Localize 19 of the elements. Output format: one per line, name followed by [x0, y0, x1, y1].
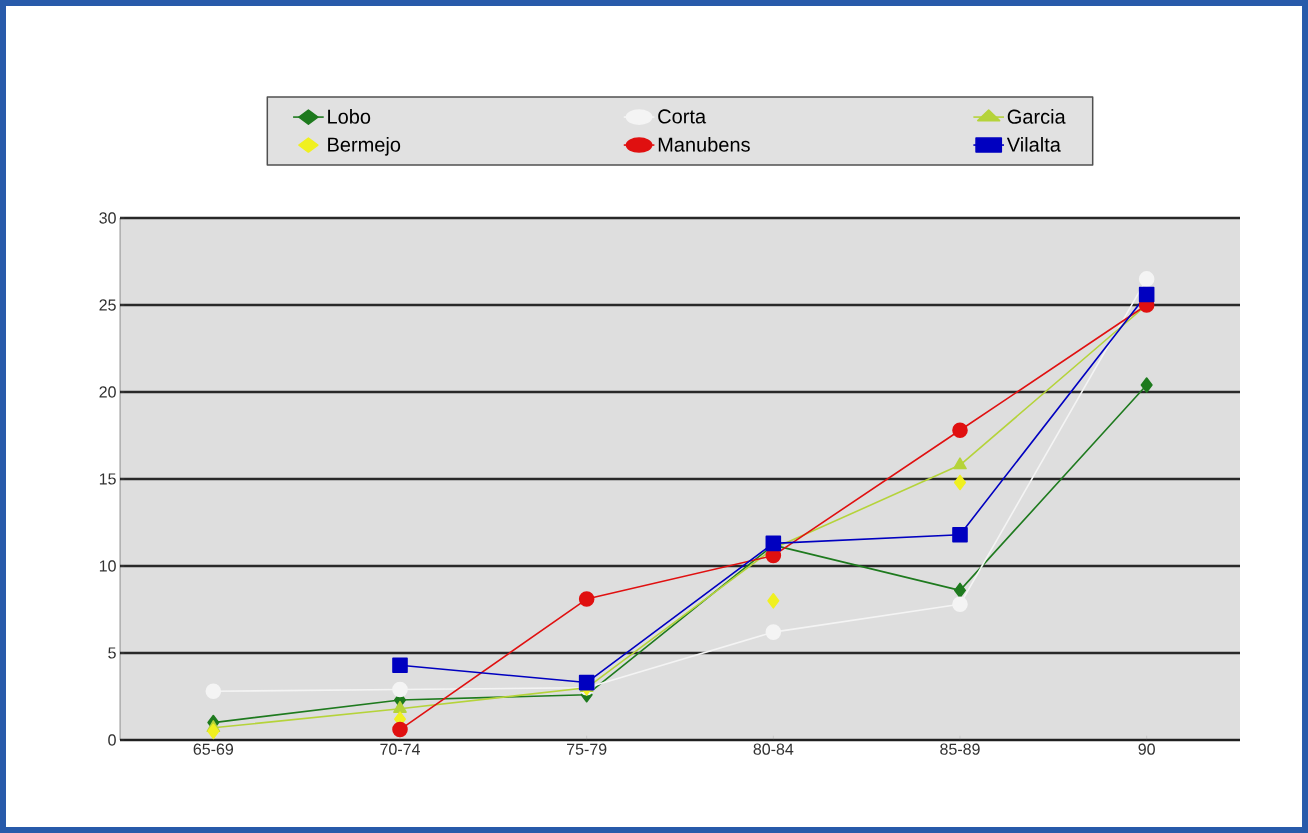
y-tick-label: 0	[108, 734, 116, 746]
legend-label: Manubens	[658, 137, 750, 152]
x-tick-label: 90	[1138, 743, 1155, 755]
y-tick-label: 20	[99, 386, 116, 398]
legend-label: Vilalta	[1006, 137, 1061, 152]
y-tick-label: 25	[99, 299, 116, 311]
legend-label: Garcia	[1007, 109, 1066, 124]
legend-label: Bermejo	[328, 137, 401, 156]
y-tick-label: 5	[108, 647, 116, 659]
x-tick-label: 80-84	[753, 743, 794, 755]
y-tick-label: 15	[99, 473, 116, 485]
x-tick-label: 70-74	[380, 743, 420, 755]
legend-label: Corta	[658, 109, 707, 124]
x-tick-label: 65-69	[193, 743, 234, 755]
legend-label: Lobo	[328, 109, 371, 124]
x-tick-label: 85-89	[940, 743, 980, 755]
x-tick-label: 75-79	[567, 743, 607, 755]
y-tick-label: 10	[99, 560, 116, 572]
y-tick-label: 30	[99, 212, 116, 224]
